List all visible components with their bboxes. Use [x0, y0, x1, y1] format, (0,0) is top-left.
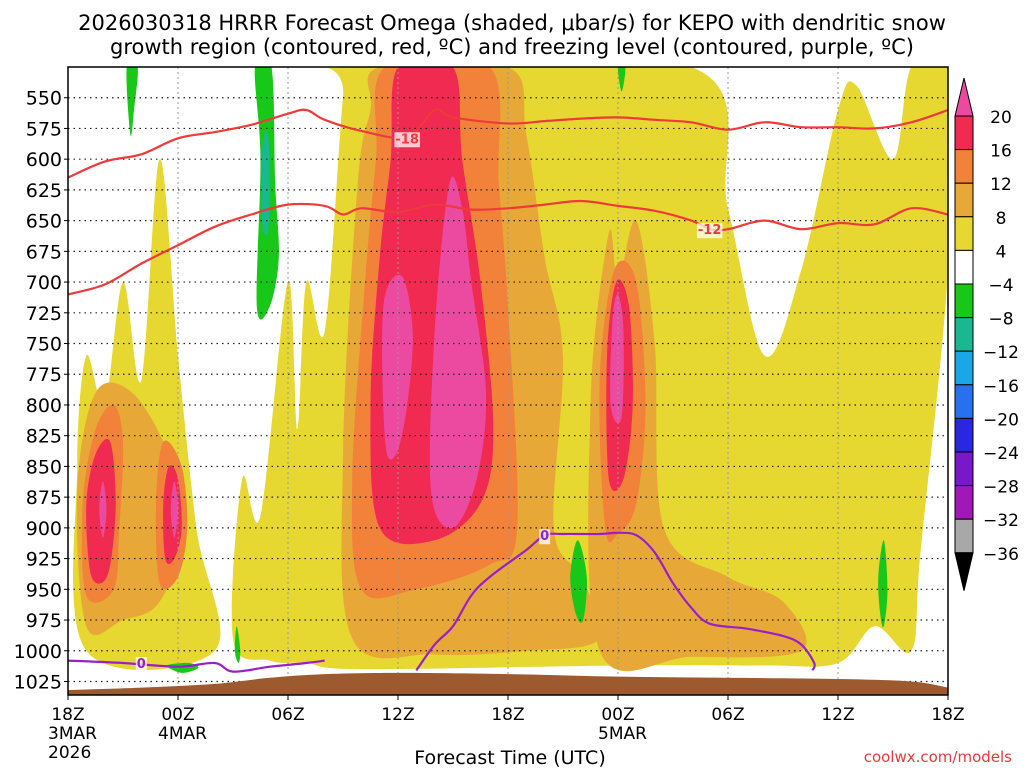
- omega-region-5: [588, 219, 807, 672]
- plot-area: -18 -12 0 0: [68, 67, 948, 695]
- y-tick-label-725: 725: [26, 303, 62, 325]
- freezing-level-2-label-bg: [539, 529, 551, 545]
- y-tick-label-825: 825: [26, 426, 62, 448]
- freezing-level-contour: [68, 659, 325, 673]
- colorbar-level-label-0: 20: [990, 108, 1012, 128]
- dgz-minus-18-label-bg: [394, 132, 420, 148]
- colorbar-swatch-3: [954, 182, 974, 218]
- omega-region-19: [126, 67, 138, 137]
- y-tick-label-700: 700: [26, 272, 62, 294]
- y-tick-label-775: 775: [26, 364, 62, 386]
- y-tick-label-675: 675: [26, 241, 62, 263]
- omega-region-26: [261, 131, 270, 236]
- colorbar-level-label-9: −20: [983, 410, 1019, 430]
- colorbar-level-label-8: −16: [983, 377, 1019, 397]
- y-tick-label-625: 625: [26, 180, 62, 202]
- terrain-fill: [68, 672, 948, 695]
- colorbar: 20 16 12 8 4 −4 −8 −12 −16 −20 −24 −28 −32 −36: [954, 77, 1019, 591]
- dgz-minus-18-label: -18: [395, 132, 419, 147]
- contour-lines: -18 -12 0 0: [68, 108, 948, 673]
- x-axis-label: Forecast Time (UTC): [414, 747, 605, 768]
- y-tick-label-1000: 1000: [14, 641, 62, 663]
- freezing-level-2-contour: [415, 531, 816, 672]
- freezing-level-2-label: 0: [540, 529, 549, 544]
- colorbar-level-label-13: −36: [983, 545, 1019, 565]
- y-tick-label-950: 950: [26, 579, 62, 601]
- colorbar-swatch-10: [954, 417, 974, 453]
- colorbar-swatch-12: [954, 485, 974, 520]
- dgz-minus-12-label-bg: [696, 223, 723, 239]
- x-tick-label-18-0: 12Z: [381, 705, 414, 725]
- colorbar-swatch-1: [954, 115, 974, 151]
- colorbar-swatch-13: [954, 518, 974, 554]
- credit-text: coolwx.com/models: [864, 748, 1012, 766]
- colorbar-bottom-arrow: [954, 552, 974, 591]
- dgz-minus-12-contour: [68, 199, 948, 296]
- y-tick-label-575: 575: [26, 118, 62, 140]
- y-tick-label-800: 800: [26, 395, 62, 417]
- colorbar-swatch-11: [954, 451, 974, 487]
- dgz-minus-18-contour: [68, 108, 948, 179]
- freezing-level-label: 0: [137, 657, 146, 672]
- dgz-minus-12-label: -12: [698, 223, 722, 238]
- omega-region-16: [382, 274, 413, 460]
- y-tick-label-900: 900: [26, 518, 62, 540]
- x-tick-label-42-0: 12Z: [821, 705, 854, 725]
- x-tick-label-0-1: 3MAR: [48, 724, 97, 744]
- x-tick-label-24-0: 18Z: [491, 705, 524, 725]
- colorbar-swatch-4: [954, 216, 974, 251]
- omega-region-14: [99, 481, 107, 538]
- colorbar-level-label-5: −4: [988, 276, 1013, 296]
- y-tick-label-550: 550: [26, 88, 62, 110]
- colorbar-level-label-1: 16: [990, 142, 1012, 162]
- chart-title-line-2: growth region (contoured, red, ºC) and f…: [110, 35, 914, 59]
- colorbar-level-label-3: 8: [996, 209, 1007, 229]
- chart-title-line-1: 2026030318 HRRR Forecast Omega (shaded, …: [78, 11, 946, 35]
- x-tick-label-0-2: 2026: [48, 743, 91, 763]
- colorbar-level-label-4: 4: [996, 242, 1007, 262]
- colorbar-level-label-12: −32: [983, 511, 1019, 531]
- omega-region-17: [429, 176, 487, 529]
- y-axis: 550 575 600 625 650 675 700 725 750 775 800 825 850 8…: [14, 88, 68, 693]
- y-tick-label-850: 850: [26, 456, 62, 478]
- y-tick-label-600: 600: [26, 149, 62, 171]
- x-tick-label-48-0: 18Z: [931, 705, 964, 725]
- y-tick-label-650: 650: [26, 211, 62, 233]
- colorbar-swatch-7: [954, 317, 974, 352]
- y-tick-label-750: 750: [26, 334, 62, 356]
- x-tick-label-12-0: 06Z: [271, 705, 304, 725]
- x-tick-label-30-0: 00Z: [601, 705, 634, 725]
- omega-shading: [73, 67, 948, 673]
- y-tick-label-1025: 1025: [14, 671, 62, 693]
- terrain-layer: [68, 672, 948, 695]
- colorbar-level-label-7: −12: [983, 343, 1019, 363]
- omega-region-24: [234, 626, 241, 663]
- omega-region-15: [170, 481, 178, 538]
- colorbar-swatch-8: [954, 350, 974, 386]
- x-tick-label-0-0: 18Z: [51, 705, 84, 725]
- colorbar-level-label-2: 12: [990, 175, 1012, 195]
- x-tick-label-6-1: 4MAR: [158, 724, 207, 744]
- colorbar-swatch-5: [954, 249, 974, 285]
- colorbar-swatch-2: [954, 149, 974, 184]
- colorbar-swatch-9: [954, 384, 974, 419]
- colorbar-level-label-6: −8: [988, 310, 1013, 330]
- y-tick-label-875: 875: [26, 487, 62, 509]
- omega-region-18: [610, 294, 624, 424]
- x-tick-label-6-0: 00Z: [161, 705, 194, 725]
- y-tick-label-975: 975: [26, 610, 62, 632]
- omega-region-22: [570, 540, 588, 623]
- colorbar-swatch-6: [954, 283, 974, 319]
- omega-region-21: [617, 67, 626, 92]
- colorbar-level-label-11: −28: [983, 478, 1019, 498]
- x-tick-label-36-0: 06Z: [711, 705, 744, 725]
- y-tick-label-925: 925: [26, 549, 62, 571]
- omega-region-23: [878, 540, 888, 628]
- x-tick-label-30-1: 5MAR: [598, 724, 647, 744]
- colorbar-level-label-10: −24: [983, 444, 1019, 464]
- freezing-level-label-bg: [135, 657, 147, 673]
